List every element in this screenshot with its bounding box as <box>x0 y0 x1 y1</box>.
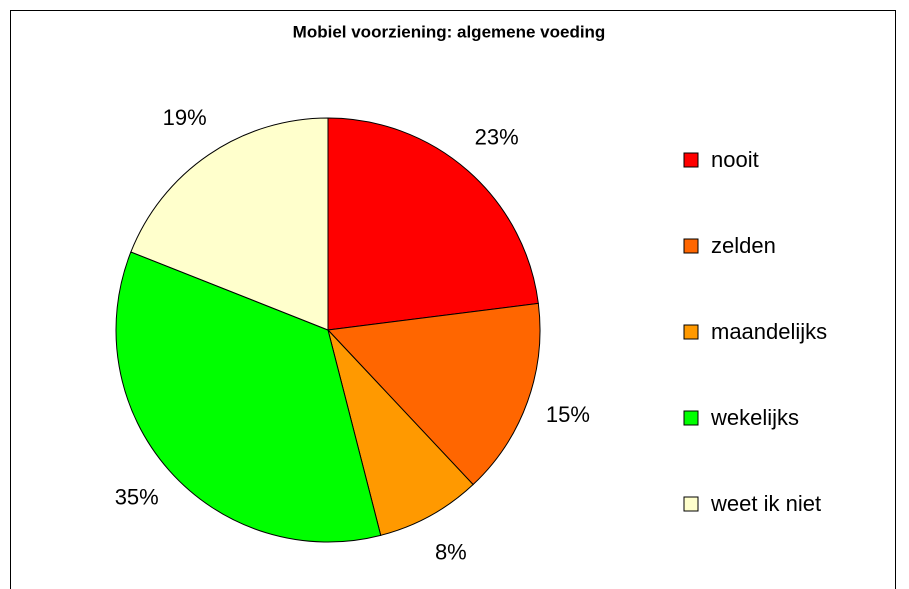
legend-label: maandelijks <box>711 319 827 344</box>
data-label: 19% <box>163 105 207 130</box>
legend-swatch <box>683 410 699 426</box>
pie-slice <box>327 117 539 331</box>
legend-label: nooit <box>711 147 759 172</box>
data-label: 8% <box>435 539 467 564</box>
pie-slice <box>326 302 541 486</box>
chart-border <box>10 10 896 589</box>
pie-slice <box>130 117 329 331</box>
legend-label: wekelijks <box>710 405 799 430</box>
legend-swatch <box>683 238 699 254</box>
pie-slice <box>327 329 474 536</box>
legend-label: weet ik niet <box>710 491 821 516</box>
legend-swatch <box>683 496 699 512</box>
pie-slice <box>115 251 382 543</box>
chart-title: Mobiel voorziening: algemene voeding <box>293 22 606 41</box>
data-label: 15% <box>546 402 590 427</box>
legend-label: zelden <box>711 233 776 258</box>
data-label: 23% <box>475 125 519 150</box>
legend-swatch <box>683 152 699 168</box>
data-label: 35% <box>115 484 159 509</box>
legend-swatch <box>683 324 699 340</box>
